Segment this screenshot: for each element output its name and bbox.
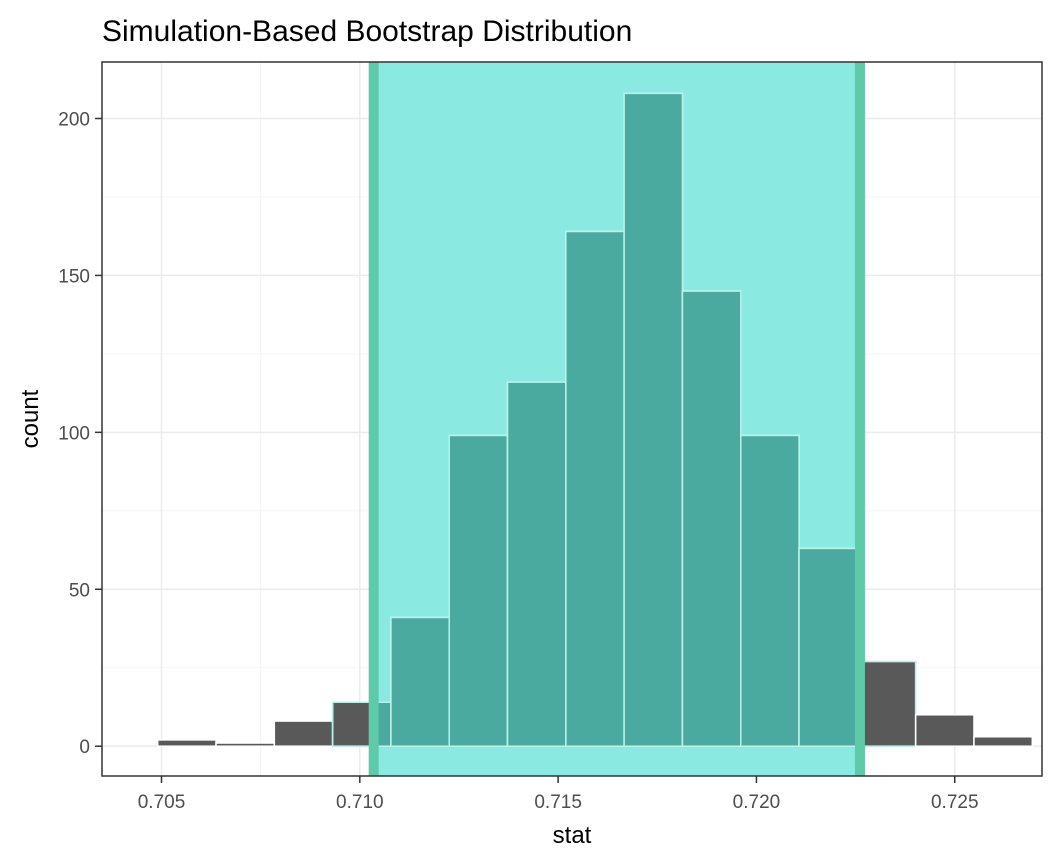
y-tick-label: 50 [69, 580, 90, 601]
histogram-bar-5 [448, 434, 509, 747]
histogram-bar-fill [856, 660, 917, 747]
histogram-bars [156, 92, 1034, 747]
histogram-bar-6 [506, 381, 567, 747]
x-tick-label: 0.710 [336, 792, 384, 813]
histogram-bar-fill [973, 736, 1034, 747]
histogram-bar-ci-overlay [682, 291, 741, 747]
histogram-bar-ci-overlay [624, 93, 683, 747]
histogram-bar-2 [273, 720, 334, 747]
x-tick-label: 0.720 [733, 792, 781, 813]
panel-border [101, 61, 1043, 777]
histogram-bar-fill [215, 742, 276, 747]
histogram-bar-11 [798, 547, 859, 747]
histogram-bar-8 [623, 92, 684, 747]
histogram-bar-fill [914, 714, 975, 747]
histogram-bar-7 [565, 230, 625, 747]
histogram-bar-ci-overlay [390, 617, 450, 747]
x-tick-label: 0.725 [931, 792, 979, 813]
x-tick-label: 0.715 [534, 792, 582, 813]
x-tick-label: 0.705 [138, 792, 186, 813]
histogram-bar-ci-overlay [565, 231, 625, 747]
y-axis-title: count [17, 389, 44, 448]
confidence-interval-endpoints [368, 62, 865, 776]
histogram-bar-14 [973, 736, 1034, 747]
histogram-bar-0 [156, 739, 217, 747]
histogram-bar-12 [856, 660, 917, 747]
y-axis: 0 50 100 150 200 [58, 109, 102, 758]
histogram-bar-fill [156, 739, 217, 747]
y-tick-label: 100 [58, 423, 90, 444]
y-tick-label: 0 [79, 737, 90, 758]
histogram-bar-ci-overlay [740, 435, 800, 747]
x-axis: 0.705 0.710 0.715 0.720 0.725 [138, 776, 979, 813]
histogram-bar-13 [914, 714, 975, 747]
histogram-bar-ci-overlay [449, 435, 508, 747]
histogram-bar-1 [215, 742, 276, 747]
histogram-bar-10 [740, 434, 800, 747]
histogram-bar-fill [273, 720, 334, 747]
histogram-bar-ci-overlay [507, 382, 566, 747]
y-tick-label: 150 [58, 266, 90, 287]
y-tick-label: 200 [58, 109, 90, 130]
histogram-bar-4 [390, 616, 450, 747]
chart-title: Simulation-Based Bootstrap Distribution [102, 15, 632, 48]
x-axis-title: stat [553, 822, 592, 849]
histogram-bar-9 [681, 290, 742, 747]
histogram-bar-3 [331, 701, 392, 747]
histogram-bar-ci-overlay [799, 548, 858, 747]
